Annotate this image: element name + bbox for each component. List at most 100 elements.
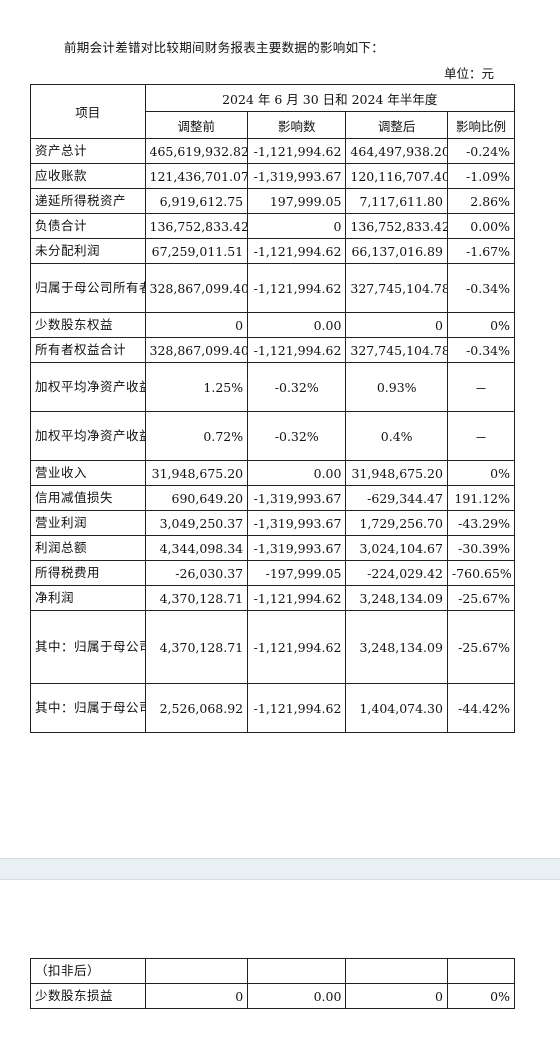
row-before: 0 [144,312,249,338]
row-ratio: -0.34% [446,337,516,363]
row-item: 少数股东损益 [30,983,146,1009]
page-separator [0,858,560,880]
row-ratio: -43.29% [446,510,516,536]
row-effect: 0.00 [247,312,347,338]
row-ratio [447,958,515,984]
table-row: 少数股东权益 0 0.00 0 0% [30,312,516,338]
table-row: 信用减值损失 690,649.20 -1,319,993.67 -629,344.47… [30,485,516,511]
row-after: 3,024,104.67 [345,535,448,561]
row-ratio: -30.39% [446,535,516,561]
row-before: 4,344,098.34 [144,535,249,561]
row-after: 66,137,016.89 [345,238,448,264]
header-after: 调整后 [345,111,448,139]
row-item: 其中：归属于母公司所有者的净利润 [30,683,146,733]
row-ratio: 2.86% [446,188,516,214]
row-effect: -1,121,994.62 [247,238,347,264]
row-effect: -1,121,994.62 [247,610,347,684]
table-row: 所有者权益合计 328,867,099.40 -1,121,994.62 327,74… [30,337,516,363]
row-before: 67,259,011.51 [144,238,249,264]
row-after: 7,117,611.80 [345,188,448,214]
row-effect: -1,319,993.67 [247,485,347,511]
header-effect: 影响数 [247,111,347,139]
table-row: （扣非后） [30,958,515,984]
table-row: 归属于母公司所有者权益合计328,867,099.40-1,121,994.62… [30,263,516,313]
row-effect: -1,121,994.62 [247,337,347,363]
row-after: 327,745,104.78 [345,263,448,313]
row-item: 未分配利润 [30,238,146,264]
row-ratio: -44.42% [446,683,516,733]
row-before: 4,370,128.71 [144,585,249,611]
row-before: 4,370,128.71 [144,610,249,684]
row-effect [247,958,347,984]
table-row: 加权平均净资产收益率%（扣非后）0.72%-0.32%0.4%－ [30,411,516,461]
row-ratio: 0.00% [446,213,516,239]
row-after: 120,116,707.40 [345,163,448,189]
table-row: 其中：归属于母公司所有者的净利润2,526,068.92-1,121,994.6… [30,683,516,733]
row-before: 31,948,675.20 [144,460,249,486]
row-before [144,958,249,984]
row-effect: 0.00 [247,983,347,1009]
row-ratio: -760.65% [446,560,516,586]
table-row: 利润总额 4,344,098.34 -1,319,993.67 3,024,104.6… [30,535,516,561]
table-row: 递延所得税资产 6,919,612.75 197,999.05 7,117,611.8… [30,188,516,214]
table-row: 负债合计 136,752,833.42 0 136,752,833.42 0.00% [30,213,516,239]
table-row: 净利润 4,370,128.71 -1,121,994.62 3,248,134.09… [30,585,516,611]
unit-label: 单位：元 [443,66,494,81]
row-before: 1.25% [144,362,249,412]
row-before: 0.72% [144,411,249,461]
row-effect: -197,999.05 [247,560,347,586]
row-before: 6,919,612.75 [144,188,249,214]
row-ratio: － [446,411,516,461]
row-item: 利润总额 [30,535,146,561]
table-row: 未分配利润 67,259,011.51 -1,121,994.62 66,137,01… [30,238,516,264]
row-after: 3,248,134.09 [345,610,448,684]
table-row: 其中：归属于母公司所有者的净利润（扣非前）4,370,128.71-1,121,… [30,610,516,684]
row-after: 0.93% [345,362,448,412]
row-ratio: -1.09% [446,163,516,189]
row-after: 3,248,134.09 [345,585,448,611]
row-ratio: 0% [447,983,515,1009]
row-before: 0 [144,983,249,1009]
row-after: 1,404,074.30 [345,683,448,733]
row-item: 少数股东权益 [30,312,146,338]
row-ratio: － [446,362,516,412]
row-item: 归属于母公司所有者权益合计 [30,263,146,313]
row-after: 464,497,938.20 [345,138,448,164]
table-row: 营业收入 31,948,675.20 0.00 31,948,675.20 0% [30,460,516,486]
table-row: 少数股东损益 0 0.00 0 0% [30,983,515,1009]
row-effect: -1,319,993.67 [247,535,347,561]
row-before: 2,526,068.92 [144,683,249,733]
row-item: 应收账款 [30,163,146,189]
row-before: 328,867,099.40 [144,337,249,363]
row-effect: -1,121,994.62 [247,683,347,733]
row-item: 其中：归属于母公司所有者的净利润（扣非前） [30,610,146,684]
row-after: -224,029.42 [345,560,448,586]
row-after: 136,752,833.42 [345,213,448,239]
row-item: 所得税费用 [30,560,146,586]
row-item: 营业收入 [30,460,146,486]
row-effect: 0.00 [247,460,347,486]
row-item: 加权平均净资产收益率%（扣非前） [30,362,146,412]
row-item: 递延所得税资产 [30,188,146,214]
row-item: 信用减值损失 [30,485,146,511]
row-after: 327,745,104.78 [345,337,448,363]
row-effect: -1,121,994.62 [247,585,347,611]
row-effect: 197,999.05 [247,188,347,214]
row-after: -629,344.47 [345,485,448,511]
restatement-table: 项目 2024 年 6 月 30 日和 2024 年半年度 调整前 影响数 调整… [30,84,516,733]
table-row: 资产总计 465,619,932.82 -1,121,994.62 464,497,9… [30,138,516,164]
row-ratio: -0.24% [446,138,516,164]
row-before: -26,030.37 [144,560,249,586]
header-item: 项目 [30,84,146,139]
header-period: 2024 年 6 月 30 日和 2024 年半年度 [144,84,515,112]
row-before: 328,867,099.40 [144,263,249,313]
row-item: 营业利润 [30,510,146,536]
row-item: 所有者权益合计 [30,337,146,363]
row-item: 资产总计 [30,138,146,164]
row-ratio: -25.67% [446,610,516,684]
restatement-table-continued: （扣非后） 少数股东损益 0 0.00 0 0% [30,958,515,1009]
row-ratio: 0% [446,312,516,338]
row-before: 136,752,833.42 [144,213,249,239]
row-effect: -0.32% [247,362,347,412]
row-effect: -1,319,993.67 [247,163,347,189]
